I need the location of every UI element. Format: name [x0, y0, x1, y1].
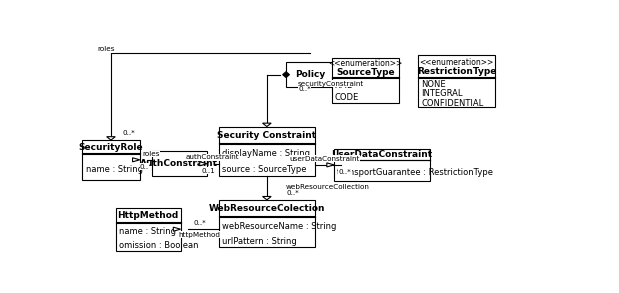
- Text: roles: roles: [142, 151, 160, 157]
- Text: Policy: Policy: [295, 70, 325, 79]
- Text: CONFIDENTIAL: CONFIDENTIAL: [422, 99, 483, 108]
- Text: SourceType: SourceType: [336, 67, 394, 76]
- Text: httpMethod: httpMethod: [179, 232, 221, 238]
- Text: omission : Boolean: omission : Boolean: [119, 241, 199, 250]
- Polygon shape: [106, 137, 115, 140]
- Text: urlPattern : String: urlPattern : String: [222, 237, 297, 246]
- Polygon shape: [262, 197, 271, 200]
- Bar: [116, 208, 181, 251]
- Text: authConstraint: authConstraint: [186, 154, 240, 161]
- Polygon shape: [283, 72, 290, 78]
- Bar: [82, 140, 140, 180]
- Bar: [418, 55, 495, 107]
- Polygon shape: [262, 123, 271, 127]
- Text: XML: XML: [335, 81, 353, 90]
- Bar: [219, 200, 315, 247]
- Text: securityConstraint: securityConstraint: [298, 81, 365, 87]
- Text: 0..*: 0..*: [339, 169, 352, 175]
- Bar: [332, 58, 399, 103]
- Bar: [219, 127, 315, 176]
- Polygon shape: [200, 162, 207, 166]
- Text: 0..*: 0..*: [193, 220, 206, 226]
- Text: WebResourceColection: WebResourceColection: [209, 204, 325, 213]
- Text: webResourceName : String: webResourceName : String: [222, 222, 337, 231]
- Text: HttpMethod: HttpMethod: [118, 211, 179, 220]
- Bar: [152, 151, 207, 176]
- Bar: [286, 62, 334, 87]
- Text: roles: roles: [97, 46, 115, 52]
- Text: SecurityRole: SecurityRole: [79, 143, 143, 152]
- Text: <<enumeration>>: <<enumeration>>: [328, 59, 402, 68]
- Text: NONE: NONE: [422, 80, 446, 88]
- Text: source : SourceType: source : SourceType: [222, 165, 307, 174]
- Polygon shape: [173, 227, 181, 231]
- Text: displayName : String: displayName : String: [222, 149, 310, 159]
- Text: 0..*: 0..*: [286, 190, 299, 196]
- Bar: [334, 149, 430, 181]
- Text: 0..*: 0..*: [298, 86, 311, 92]
- Text: RestrictionType: RestrictionType: [417, 67, 496, 76]
- Text: name : String: name : String: [85, 165, 142, 174]
- Polygon shape: [132, 158, 140, 162]
- Text: 0..: 0..: [140, 163, 149, 170]
- Text: CODE: CODE: [335, 93, 359, 102]
- Text: 0..*: 0..*: [123, 130, 136, 136]
- Text: userDataConstraint: userDataConstraint: [289, 156, 360, 161]
- Text: name : String: name : String: [119, 227, 176, 236]
- Text: transportGuarantee : RestrictionType: transportGuarantee : RestrictionType: [337, 168, 493, 177]
- Text: AuthConstraint: AuthConstraint: [141, 159, 219, 168]
- Text: Security Constraint: Security Constraint: [217, 131, 316, 140]
- Text: <<enumeration>>: <<enumeration>>: [419, 58, 493, 67]
- Text: INTEGRAL: INTEGRAL: [422, 89, 463, 98]
- Polygon shape: [327, 163, 334, 167]
- Text: UserDataConstraint: UserDataConstraint: [331, 150, 433, 159]
- Text: webResourceCollection: webResourceCollection: [286, 185, 370, 190]
- Text: 0..1: 0..1: [201, 168, 215, 173]
